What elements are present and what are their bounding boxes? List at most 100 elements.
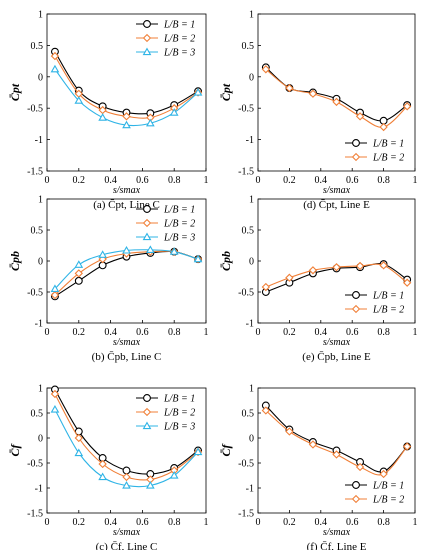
y-tick-label: 0.5 xyxy=(242,41,255,52)
legend-label: L/B = 3 xyxy=(163,233,195,244)
x-tick-label: 0.4 xyxy=(315,175,328,186)
x-tick-label: 0.8 xyxy=(168,175,181,186)
y-tick-label: 0.5 xyxy=(242,409,255,420)
legend-marker xyxy=(142,47,152,56)
data-point xyxy=(285,83,294,93)
data-point xyxy=(261,65,271,74)
legend-marker xyxy=(352,291,360,299)
y-axis-label: C̄pt xyxy=(8,83,22,101)
data-point xyxy=(74,269,83,278)
data-point xyxy=(332,263,341,272)
y-tick-label: 1 xyxy=(38,10,43,21)
y-tick-label: -0.5 xyxy=(238,288,254,299)
data-point xyxy=(402,102,412,111)
legend-item: L/B = 2 xyxy=(345,495,404,506)
legend-label: L/B = 2 xyxy=(163,408,195,419)
y-tick-label: 0.5 xyxy=(31,41,44,52)
legend-item: L/B = 1 xyxy=(345,481,404,492)
data-point xyxy=(193,254,203,263)
legend-marker xyxy=(143,394,151,402)
data-point xyxy=(355,462,365,472)
legend-label: L/B = 2 xyxy=(163,34,195,45)
data-point xyxy=(379,469,388,479)
panel-c: 10.50-0.5-1-1.50 0.2 0.4 0.6 0.8 1s/smaxC̄f(c… xyxy=(8,384,209,550)
x-tick-label: 0.6 xyxy=(136,517,149,528)
data-point xyxy=(308,89,318,98)
series-2 xyxy=(261,261,412,292)
x-tick-label: 0 xyxy=(45,517,50,528)
legend-label: L/B = 2 xyxy=(372,305,404,316)
series-2 xyxy=(261,406,412,479)
data-point xyxy=(169,470,179,479)
x-tick-label: 0.4 xyxy=(315,517,328,528)
x-axis-label: s/smax xyxy=(323,337,351,348)
x-tick-label: 0.4 xyxy=(104,517,117,528)
legend-marker xyxy=(352,139,360,147)
y-tick-label: -1.5 xyxy=(238,167,254,178)
data-point xyxy=(285,273,294,282)
y-tick-label: -1 xyxy=(246,484,254,495)
y-tick-label: -0.5 xyxy=(27,459,43,470)
legend-marker xyxy=(142,33,152,43)
y-tick-label: 1 xyxy=(249,195,254,206)
data-point xyxy=(146,118,155,127)
series-line xyxy=(265,405,408,473)
y-tick-label: 0 xyxy=(38,257,43,268)
legend-label: L/B = 3 xyxy=(163,48,195,59)
legend: L/B = 1 L/B = 2 L/B = 3 xyxy=(136,394,195,433)
data-point xyxy=(402,442,412,451)
data-point xyxy=(146,480,155,489)
x-axis-label: s/smax xyxy=(113,527,141,538)
y-tick-label: -1 xyxy=(246,135,254,146)
series-3 xyxy=(50,245,203,293)
x-tick-label: 1 xyxy=(413,175,418,186)
x-tick-label: 0.6 xyxy=(136,327,149,338)
y-tick-label: 1 xyxy=(249,384,254,395)
x-tick-label: 1 xyxy=(204,327,209,338)
x-tick-label: 0.8 xyxy=(377,517,390,528)
x-tick-label: 0 xyxy=(256,175,261,186)
y-tick-label: -1 xyxy=(35,484,43,495)
y-axis-label: C̄pt xyxy=(219,83,233,101)
x-tick-label: 0.6 xyxy=(346,327,359,338)
data-point xyxy=(146,245,155,253)
legend-label: L/B = 1 xyxy=(163,20,195,31)
y-tick-label: -1 xyxy=(35,135,43,146)
y-tick-label: -1.5 xyxy=(27,167,43,178)
legend-label: L/B = 1 xyxy=(372,139,404,150)
data-point xyxy=(332,450,341,459)
y-tick-label: 0 xyxy=(249,72,254,83)
panel-caption: (a) C̄pt, Line C xyxy=(93,199,160,211)
y-tick-label: -0.5 xyxy=(238,459,254,470)
x-tick-label: 1 xyxy=(413,327,418,338)
y-tick-label: -1 xyxy=(35,319,43,330)
x-axis-label: s/smax xyxy=(323,185,351,196)
data-point xyxy=(169,108,179,116)
legend-item: L/B = 2 xyxy=(136,34,195,45)
data-point xyxy=(308,266,318,275)
panel-caption: (e) C̄pb, Line E xyxy=(302,351,371,363)
data-point xyxy=(332,97,341,107)
data-point xyxy=(50,389,60,399)
series-1 xyxy=(261,401,412,476)
y-axis-label: C̄f xyxy=(219,443,233,456)
y-tick-label: -0.5 xyxy=(27,288,43,299)
series-2 xyxy=(50,247,203,300)
data-point xyxy=(50,64,60,73)
panel-f: 10.50-0.5-1-1.50 0.2 0.4 0.6 0.8 1s/smaxC̄f(f… xyxy=(219,384,418,550)
data-point xyxy=(50,284,60,293)
data-point xyxy=(379,261,388,270)
y-tick-label: 0 xyxy=(249,434,254,445)
legend-item: L/B = 3 xyxy=(136,421,195,433)
series-1 xyxy=(50,47,203,118)
y-tick-label: 1 xyxy=(38,384,43,395)
data-point xyxy=(193,87,203,96)
x-tick-label: 0.6 xyxy=(346,517,359,528)
x-axis-label: s/smax xyxy=(113,337,141,348)
plot-frame xyxy=(46,13,207,172)
x-axis-label: s/smax xyxy=(323,527,351,538)
data-point xyxy=(122,112,131,121)
y-tick-label: -1.5 xyxy=(238,509,254,520)
legend: L/B = 1 L/B = 2 L/B = 3 xyxy=(136,20,195,59)
